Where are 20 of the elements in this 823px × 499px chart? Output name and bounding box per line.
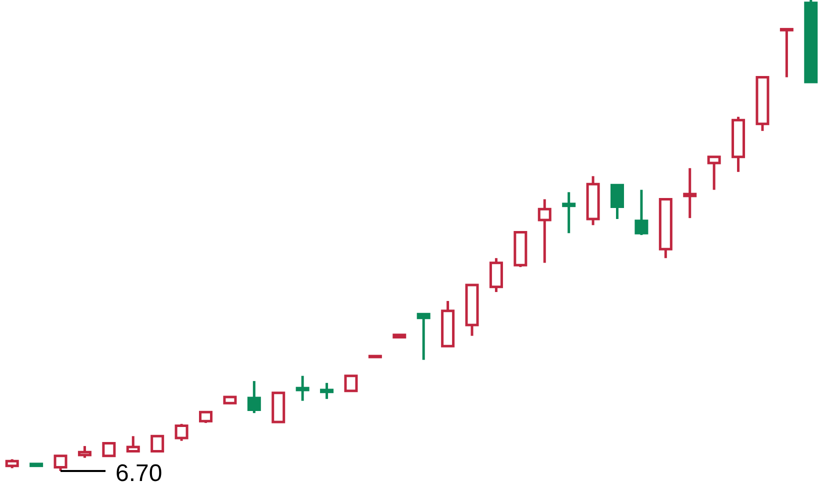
candlestick — [102, 442, 116, 458]
candlestick — [320, 382, 334, 400]
candlestick — [610, 182, 624, 220]
candlestick — [54, 454, 68, 472]
candlestick — [416, 312, 430, 362]
candlestick — [78, 444, 92, 460]
candlestick — [634, 188, 648, 236]
annotation: 6.70 — [116, 460, 162, 487]
candlestick — [247, 380, 261, 414]
candlestick — [174, 422, 188, 442]
candlestick — [199, 410, 212, 424]
candlestick — [780, 28, 794, 78]
candlestick — [538, 198, 552, 264]
candlestick — [296, 374, 310, 402]
candlestick — [150, 434, 164, 452]
candlestick — [683, 166, 697, 220]
candlestick — [707, 156, 721, 192]
candlestick — [126, 434, 140, 452]
candlestick — [562, 190, 576, 234]
candlestick — [344, 374, 358, 392]
